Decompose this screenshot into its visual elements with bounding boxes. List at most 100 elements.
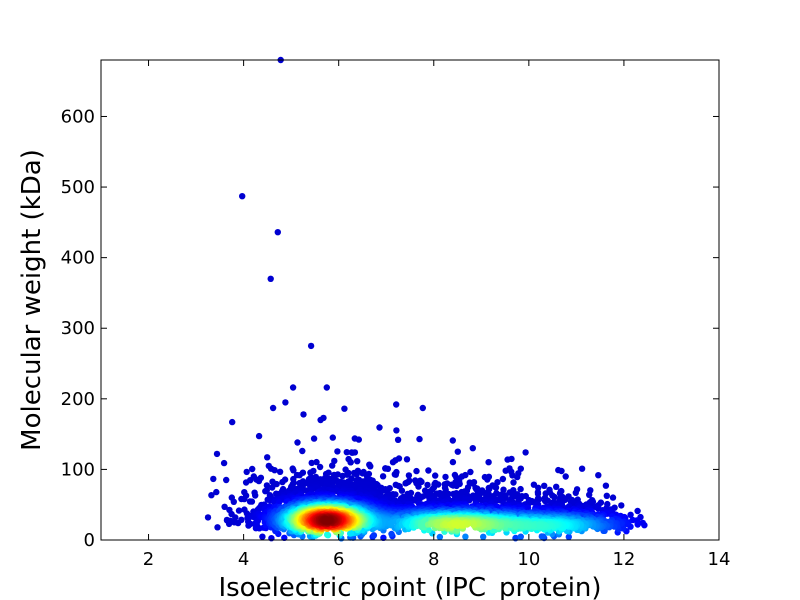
data-point: [308, 459, 315, 467]
data-point: [204, 514, 212, 521]
data-point: [382, 465, 389, 472]
data-point: [307, 342, 315, 350]
data-point: [494, 479, 501, 486]
data-point: [329, 462, 336, 469]
data-point: [565, 533, 572, 541]
y-tick-label: 300: [61, 318, 95, 339]
data-point: [339, 472, 346, 480]
data-point: [419, 523, 427, 530]
data-point: [232, 514, 239, 521]
data-point: [469, 520, 477, 528]
data-point: [522, 449, 529, 456]
data-point: [230, 498, 237, 505]
data-point: [329, 434, 336, 441]
data-point: [263, 482, 271, 489]
data-point: [213, 450, 221, 458]
data-point: [279, 478, 286, 486]
data-point: [220, 459, 228, 467]
data-point: [452, 521, 460, 528]
plot-frame: [100, 59, 720, 541]
data-point: [538, 533, 545, 540]
data-point: [316, 463, 324, 471]
data-point: [541, 482, 548, 489]
data-point: [541, 497, 549, 505]
data-point: [229, 418, 236, 426]
data-point: [290, 467, 297, 474]
data-point: [208, 492, 215, 499]
data-point: [419, 404, 426, 412]
data-point: [572, 489, 579, 496]
data-point: [269, 484, 276, 491]
data-point: [267, 275, 274, 282]
data-point: [367, 463, 374, 470]
data-point: [618, 502, 625, 509]
data-point: [436, 533, 444, 541]
data-point: [347, 459, 354, 466]
data-point: [418, 478, 425, 486]
data-point: [380, 534, 387, 541]
data-point: [210, 475, 217, 483]
data-point: [299, 447, 306, 455]
data-point: [370, 532, 378, 539]
data-point: [238, 516, 245, 523]
data-point: [467, 468, 474, 476]
data-point: [442, 473, 449, 481]
y-axis-title: Molecular weight (kDa): [17, 149, 47, 451]
data-point: [271, 467, 278, 474]
data-point: [462, 533, 469, 540]
data-point: [392, 471, 399, 478]
data-point: [402, 480, 409, 487]
data-point: [458, 520, 465, 528]
data-point: [334, 448, 341, 455]
data-point: [274, 229, 281, 236]
data-point: [509, 472, 516, 479]
data-point: [499, 475, 507, 483]
data-point: [453, 482, 460, 490]
data-point: [235, 507, 243, 514]
x-tick-label: 4: [238, 549, 249, 570]
data-point: [425, 467, 432, 474]
data-point: [449, 437, 456, 444]
data-point: [510, 479, 517, 486]
data-point: [248, 498, 256, 505]
data-point: [416, 435, 423, 443]
data-point: [294, 439, 301, 446]
x-tick-label: 8: [428, 549, 439, 570]
points-layer: [204, 56, 648, 542]
data-point: [349, 449, 356, 456]
data-point: [393, 401, 400, 408]
data-point: [323, 517, 331, 524]
data-point: [393, 427, 400, 434]
data-point: [562, 473, 569, 480]
data-point: [485, 459, 492, 466]
data-point: [323, 384, 330, 391]
data-point: [223, 476, 230, 484]
data-point: [241, 495, 248, 503]
y-tick-label: 500: [61, 177, 95, 198]
data-point: [239, 193, 246, 200]
y-tick-label: 100: [61, 459, 95, 480]
data-point: [413, 467, 420, 475]
data-point: [586, 491, 593, 498]
data-point: [296, 472, 303, 479]
y-tick-label: 200: [61, 389, 95, 410]
data-point: [535, 521, 542, 529]
x-tick-label: 2: [143, 549, 154, 570]
data-point: [213, 488, 220, 496]
data-point: [424, 481, 431, 489]
data-point: [405, 472, 413, 479]
data-point: [376, 424, 383, 431]
data-point: [259, 533, 266, 540]
data-point: [276, 468, 284, 475]
data-point: [500, 486, 507, 493]
data-point: [517, 533, 524, 540]
data-point: [502, 467, 509, 474]
data-point: [434, 522, 442, 529]
x-tick-label: 10: [517, 549, 540, 570]
data-point: [634, 507, 641, 515]
data-point: [469, 445, 476, 452]
data-point: [504, 456, 511, 463]
data-point: [454, 448, 461, 455]
data-point: [269, 404, 277, 412]
data-point: [415, 483, 422, 490]
